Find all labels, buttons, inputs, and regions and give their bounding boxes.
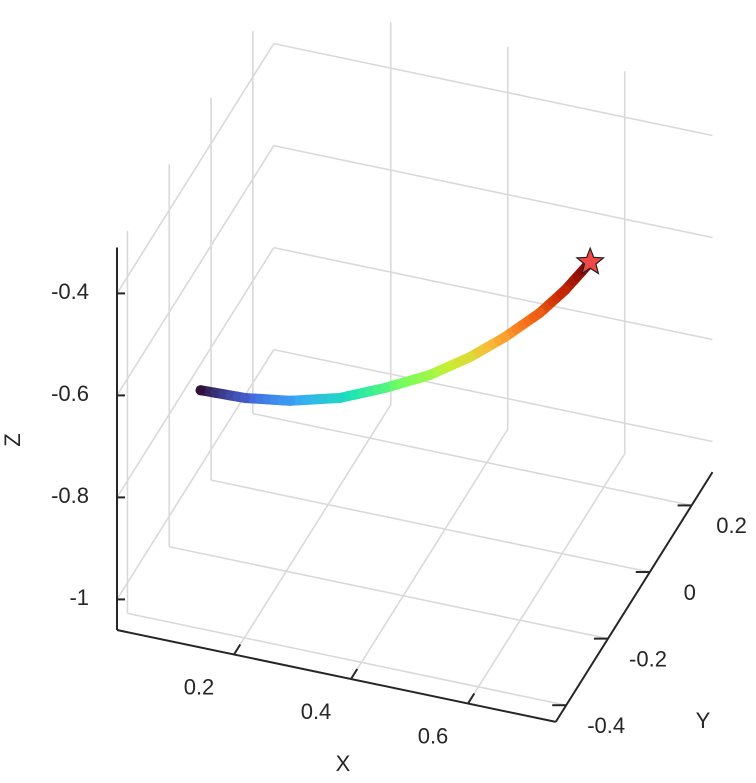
- grid-line: [468, 454, 625, 704]
- axes: 0.2 0.4 0.6 -0.4 -0.2 0 0.2 -1 -0.8 -0.6 -0.4: [51, 248, 747, 749]
- point: [335, 393, 345, 403]
- grid-line: [274, 248, 713, 340]
- grid-line: [274, 44, 713, 136]
- x-axis-label: X: [336, 751, 351, 776]
- grid-line: [274, 146, 713, 238]
- grid-line: [117, 146, 274, 396]
- point: [285, 396, 295, 406]
- x-tick-label: 0.4: [301, 699, 332, 724]
- grid: [117, 22, 713, 705]
- z-tick-label: -0.8: [51, 483, 89, 508]
- z-tick-label: -0.4: [51, 279, 89, 304]
- grid-line: [211, 480, 650, 572]
- point: [500, 332, 510, 342]
- grid-line: [253, 414, 692, 506]
- grid-line: [169, 547, 608, 639]
- point: [465, 352, 475, 362]
- x-tick-label: 0.2: [184, 674, 215, 699]
- point: [196, 385, 206, 395]
- grid-line: [117, 248, 274, 498]
- x-tick: [351, 669, 357, 679]
- grid-line: [351, 429, 508, 679]
- point: [380, 383, 390, 393]
- point: [560, 285, 570, 295]
- y-axis-label: Y: [696, 708, 711, 733]
- z-tick-label: -1: [69, 585, 89, 610]
- z-tick-label: -0.6: [51, 381, 89, 406]
- grid-line: [117, 350, 274, 600]
- grid-line: [234, 405, 391, 655]
- point: [425, 370, 435, 380]
- x-tick: [234, 645, 240, 655]
- point: [240, 393, 250, 403]
- grid-line: [117, 44, 274, 294]
- y-tick-label: -0.4: [587, 713, 625, 738]
- z-axis-label: Z: [0, 433, 25, 446]
- point: [535, 308, 545, 318]
- y-tick-label: 0: [684, 580, 696, 605]
- x-tick: [468, 694, 474, 704]
- y-tick-label: 0.2: [716, 513, 747, 538]
- y-tick-label: -0.2: [629, 646, 667, 671]
- curve: [196, 248, 604, 406]
- x-tick-label: 0.6: [418, 723, 449, 748]
